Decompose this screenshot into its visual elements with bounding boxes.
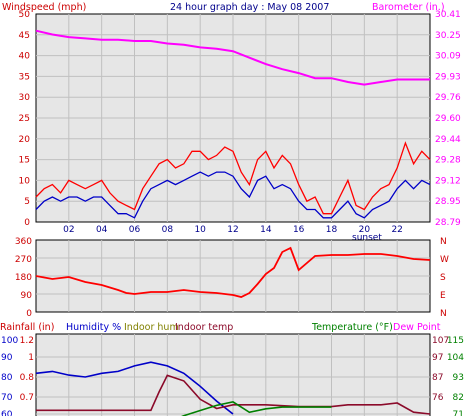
humidity-line — [35, 361, 234, 415]
barometer-tick: 30.09 — [435, 52, 461, 62]
barometer-tick: 29.93 — [435, 72, 461, 82]
dew-point-label: Dew Point — [393, 322, 441, 333]
direction-degree-tick: 0 — [26, 309, 32, 319]
indoor-temp-tick: 107 — [432, 336, 449, 346]
temperature-tick: 115 — [447, 336, 464, 346]
barometer-line — [35, 29, 430, 86]
indoor-temp-line — [36, 374, 431, 415]
hour-tick: 10 — [194, 225, 206, 235]
hour-tick: 16 — [293, 225, 305, 235]
chart-title: 24 hour graph day : May 08 2007 — [170, 2, 329, 13]
barometer-tick: 29.12 — [435, 176, 461, 186]
barometer-tick: 28.79 — [435, 218, 461, 228]
windspeed-tick: 35 — [19, 72, 30, 82]
indoor-temp-label: Indoor temp — [175, 322, 233, 333]
hour-tick: 18 — [326, 225, 338, 235]
barometer-tick: 30.41 — [435, 10, 461, 20]
hour-tick: 04 — [96, 225, 108, 235]
direction-grid — [36, 240, 430, 312]
hour-tick: 22 — [391, 225, 402, 235]
bottom-tick-labels: 100 90 80 70 60 1.2 1 0.8 0.7 107 97 87 76 115 104 93 82… — [1, 336, 464, 416]
humidity-axis-label: Humidity % — [66, 322, 121, 333]
windspeed-tick: 40 — [19, 52, 31, 62]
hour-tick: 14 — [260, 225, 272, 235]
direction-degree-tick: 270 — [15, 255, 32, 265]
humidity-tick: 80 — [1, 373, 13, 383]
barometer-tick: 28.95 — [435, 197, 461, 207]
direction-series — [35, 246, 431, 298]
rainfall-axis-label: Rainfall (in) — [0, 322, 54, 333]
barometer-tick: 29.76 — [435, 93, 461, 103]
hour-tick: 20 — [359, 225, 371, 235]
windspeed-tick: 15 — [19, 156, 30, 166]
wind-direction-line — [35, 246, 431, 298]
humidity-tick: 60 — [1, 410, 13, 416]
bottom-series — [35, 361, 431, 416]
humidity-tick: 90 — [1, 353, 13, 363]
hour-tick: 08 — [162, 225, 174, 235]
wind-gust-line — [35, 141, 431, 215]
compass-tick: S — [440, 273, 446, 283]
temperature-tick: 104 — [447, 353, 464, 363]
indoor-temp-tick: 97 — [432, 353, 443, 363]
indoor-temp-tick: 87 — [432, 373, 443, 383]
direction-degree-tick: 90 — [21, 291, 33, 301]
indoor-hum-label: Indoor hum — [124, 322, 179, 333]
bottom-grid — [36, 334, 430, 416]
temperature-line — [181, 401, 332, 416]
rainfall-tick: 1 — [28, 353, 34, 363]
windspeed-tick: 45 — [19, 31, 30, 41]
windspeed-tick: 25 — [19, 114, 30, 124]
windspeed-tick: 50 — [19, 10, 31, 20]
barometer-tick-labels: 30.41 30.25 30.09 29.93 29.76 29.60 29.44 29.28… — [435, 10, 461, 228]
top-grid — [36, 14, 430, 222]
compass-tick: N — [440, 309, 447, 319]
windspeed-tick: 30 — [19, 93, 31, 103]
compass-tick: W — [440, 255, 449, 265]
barometer-tick: 30.25 — [435, 31, 461, 41]
temperature-tick: 82 — [453, 393, 464, 403]
windspeed-tick: 5 — [24, 197, 30, 207]
wind-average-line — [35, 171, 431, 219]
hour-tick: 12 — [227, 225, 238, 235]
rainfall-tick: 0.7 — [20, 393, 34, 403]
direction-degree-tick: 360 — [15, 237, 32, 247]
humidity-tick: 100 — [1, 336, 18, 346]
barometer-axis-label: Barometer (in.) — [372, 2, 445, 13]
windspeed-tick: 10 — [19, 176, 31, 186]
top-series — [35, 29, 431, 219]
windspeed-axis-label: Windspeed (mph) — [2, 2, 86, 13]
barometer-tick: 29.28 — [435, 156, 461, 166]
temperature-axis-label: Temperature (°F) — [311, 322, 393, 333]
direction-degree-tick: 180 — [15, 273, 32, 283]
compass-tick: E — [440, 291, 446, 301]
rainfall-tick: 0.8 — [20, 373, 35, 383]
windspeed-tick: 0 — [24, 218, 30, 228]
direction-degree-labels: 360 270 180 90 0 — [15, 237, 32, 319]
hour-tick: 06 — [129, 225, 141, 235]
windspeed-tick: 20 — [19, 135, 31, 145]
humidity-tick: 70 — [1, 393, 13, 403]
sunset-annotation: sunset — [352, 233, 382, 243]
indoor-temp-tick: 76 — [432, 393, 444, 403]
hour-tick: 02 — [63, 225, 74, 235]
temperature-tick: 93 — [453, 373, 464, 383]
barometer-tick: 29.60 — [435, 114, 461, 124]
compass-tick: N — [440, 237, 447, 247]
rainfall-tick: 1.2 — [20, 336, 34, 346]
barometer-tick: 29.44 — [435, 135, 461, 145]
temperature-tick: 71 — [453, 410, 464, 416]
hour-tick-labels: 02 04 06 08 10 12 14 16 18 20 22 — [63, 225, 403, 235]
